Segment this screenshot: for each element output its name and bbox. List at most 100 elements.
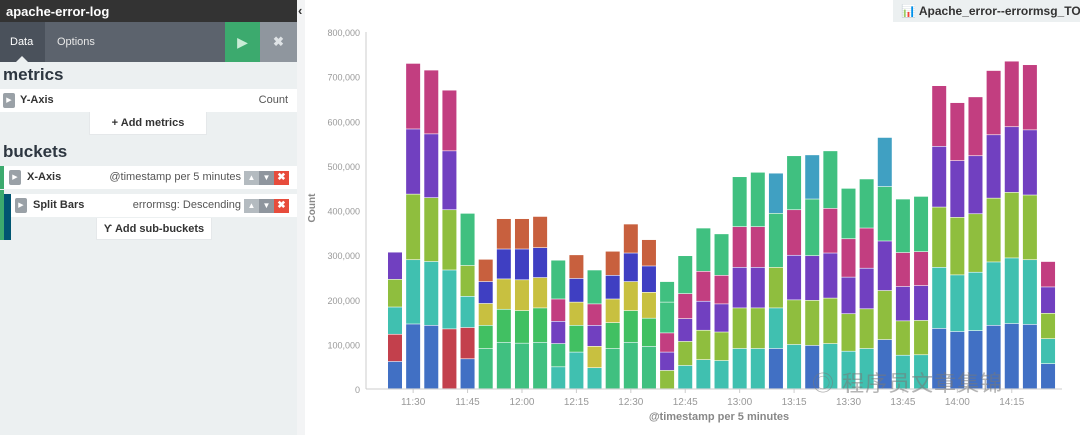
- move-down-button[interactable]: ▼: [259, 171, 274, 185]
- bar-segment[interactable]: [968, 156, 983, 214]
- bar-segment[interactable]: [787, 300, 802, 345]
- add-metrics-button[interactable]: + Add metrics: [89, 112, 207, 135]
- bar-segment[interactable]: [1004, 258, 1019, 324]
- bar-segment[interactable]: [877, 137, 892, 187]
- bar-segment[interactable]: [841, 239, 856, 277]
- bar-segment[interactable]: [641, 239, 656, 266]
- bar-segment[interactable]: [823, 208, 838, 253]
- bar-segment[interactable]: [533, 247, 548, 278]
- bar-segment[interactable]: [478, 281, 493, 304]
- bar-segment[interactable]: [551, 367, 566, 389]
- bar-segment[interactable]: [714, 275, 729, 304]
- bar-segment[interactable]: [442, 90, 457, 151]
- bar-segment[interactable]: [805, 345, 820, 389]
- bar-segment[interactable]: [914, 252, 929, 286]
- bar-segment[interactable]: [514, 249, 529, 280]
- bar-segment[interactable]: [714, 304, 729, 332]
- bar-segment[interactable]: [605, 299, 620, 323]
- bar-segment[interactable]: [696, 330, 711, 360]
- bar-segment[interactable]: [551, 260, 566, 299]
- bar-segment[interactable]: [514, 310, 529, 343]
- bar-segment[interactable]: [968, 214, 983, 272]
- bar-segment[interactable]: [1004, 61, 1019, 127]
- bar-segment[interactable]: [895, 286, 910, 321]
- bar-segment[interactable]: [587, 325, 602, 347]
- bar-segment[interactable]: [805, 256, 820, 301]
- bar-segment[interactable]: [914, 285, 929, 321]
- bar-segment[interactable]: [424, 325, 439, 389]
- bar-segment[interactable]: [841, 188, 856, 239]
- bar-segment[interactable]: [678, 318, 693, 342]
- bar-segment[interactable]: [587, 346, 602, 368]
- bar-segment[interactable]: [895, 355, 910, 389]
- bar-segment[interactable]: [1004, 323, 1019, 389]
- bar-segment[interactable]: [986, 70, 1001, 135]
- bar-segment[interactable]: [641, 266, 656, 293]
- bar-segment[interactable]: [442, 270, 457, 329]
- bar-segment[interactable]: [569, 352, 584, 389]
- bar-segment[interactable]: [424, 261, 439, 326]
- bar-segment[interactable]: [533, 277, 548, 308]
- bar-segment[interactable]: [1022, 130, 1037, 195]
- bar-segment[interactable]: [478, 348, 493, 389]
- bar-segment[interactable]: [877, 241, 892, 291]
- bar-segment[interactable]: [750, 308, 765, 349]
- bar-segment[interactable]: [787, 210, 802, 255]
- bar-segment[interactable]: [1041, 339, 1056, 364]
- bar-segment[interactable]: [932, 328, 947, 389]
- bar-segment[interactable]: [914, 355, 929, 389]
- bar-segment[interactable]: [1004, 192, 1019, 258]
- bar-segment[interactable]: [678, 341, 693, 366]
- bar-segment[interactable]: [714, 332, 729, 361]
- bar-segment[interactable]: [388, 334, 402, 362]
- bar-segment[interactable]: [533, 308, 548, 342]
- bar-segment[interactable]: [859, 228, 874, 268]
- bar-segment[interactable]: [623, 281, 638, 311]
- bar-segment[interactable]: [732, 308, 747, 349]
- bar-segment[interactable]: [460, 327, 475, 359]
- move-down-button[interactable]: ▼: [259, 199, 274, 213]
- bar-segment[interactable]: [1041, 313, 1056, 339]
- bar-segment[interactable]: [496, 342, 511, 389]
- bar-segment[interactable]: [968, 330, 983, 389]
- bar-segment[interactable]: [1022, 195, 1037, 260]
- bar-segment[interactable]: [932, 207, 947, 268]
- bar-segment[interactable]: [442, 151, 457, 210]
- expand-icon[interactable]: ▶: [3, 93, 15, 108]
- bar-segment[interactable]: [623, 342, 638, 389]
- bar-segment[interactable]: [533, 216, 548, 248]
- bar-segment[interactable]: [841, 351, 856, 389]
- remove-button[interactable]: ✖: [274, 199, 289, 213]
- bar-segment[interactable]: [859, 268, 874, 309]
- bar-segment[interactable]: [587, 368, 602, 389]
- bar-segment[interactable]: [388, 361, 402, 389]
- bar-segment[interactable]: [660, 352, 675, 371]
- bar-segment[interactable]: [841, 277, 856, 314]
- bar-segment[interactable]: [768, 308, 783, 349]
- bar-segment[interactable]: [986, 135, 1001, 198]
- bar-segment[interactable]: [696, 359, 711, 389]
- bar-segment[interactable]: [460, 359, 475, 389]
- bar-segment[interactable]: [569, 302, 584, 326]
- bar-segment[interactable]: [478, 303, 493, 326]
- bar-segment[interactable]: [750, 172, 765, 227]
- bar-segment[interactable]: [406, 129, 421, 194]
- bar-segment[interactable]: [388, 252, 402, 280]
- bar-segment[interactable]: [768, 267, 783, 308]
- bar-segment[interactable]: [605, 322, 620, 349]
- bar-segment[interactable]: [768, 173, 783, 214]
- bar-segment[interactable]: [787, 255, 802, 300]
- bar-segment[interactable]: [877, 290, 892, 340]
- bar-segment[interactable]: [460, 213, 475, 266]
- bar-segment[interactable]: [768, 348, 783, 389]
- bar-segment[interactable]: [569, 255, 584, 279]
- bar-segment[interactable]: [514, 280, 529, 311]
- bar-segment[interactable]: [388, 279, 402, 307]
- bar-segment[interactable]: [623, 224, 638, 253]
- bar-segment[interactable]: [496, 279, 511, 309]
- bar-segment[interactable]: [678, 365, 693, 389]
- bar-segment[interactable]: [750, 348, 765, 389]
- bar-segment[interactable]: [424, 134, 439, 198]
- bar-segment[interactable]: [460, 265, 475, 297]
- bar-segment[interactable]: [877, 186, 892, 241]
